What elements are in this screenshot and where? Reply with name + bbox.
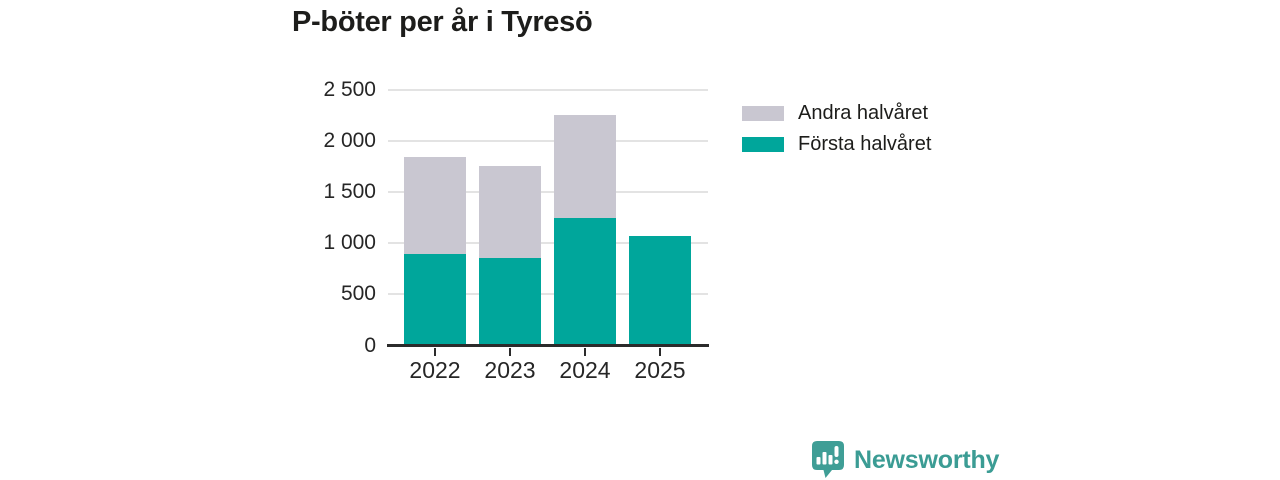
legend-label-andra-halvaret: Andra halvåret <box>798 101 929 124</box>
gridline <box>388 89 708 91</box>
y-axis-label: 1 500 <box>323 180 376 204</box>
bar-segment-2023 <box>479 257 541 346</box>
legend: Andra halvåret Första halvåret <box>742 102 931 155</box>
y-axis-label: 2 000 <box>323 129 376 153</box>
gridline <box>388 191 708 194</box>
bar-segment-2023 <box>479 165 541 258</box>
chart-title: P-böter per år i Tyresö <box>292 6 593 38</box>
x-axis-tick <box>584 347 586 356</box>
x-axis-tick <box>509 347 511 356</box>
gridline <box>388 140 708 143</box>
gridline <box>388 293 708 296</box>
x-axis-tick <box>659 347 661 356</box>
legend-swatch-andra-halvaret <box>742 105 784 121</box>
bar-segment-2022 <box>404 157 466 254</box>
legend-label-forsta-halvaret: Första halvåret <box>798 132 932 155</box>
newsworthy-speech-bubble-chart-icon <box>812 441 844 478</box>
y-axis-label: 2 500 <box>323 78 376 101</box>
bar-segment-2024 <box>554 114 616 218</box>
y-axis-label: 500 <box>340 282 376 306</box>
x-axis-label: 2023 <box>484 356 536 383</box>
bar-segment-2024 <box>554 217 616 346</box>
legend-swatch-forsta-halvaret <box>742 136 784 152</box>
newsworthy-logo: Newsworthy <box>811 441 999 479</box>
y-axis-label: 1 000 <box>323 231 376 255</box>
x-axis-tick <box>434 347 436 356</box>
legend-item-forsta-halvaret: Första halvåret <box>742 133 931 155</box>
bar-segment-2025 <box>629 236 691 346</box>
x-axis-label: 2024 <box>559 356 611 383</box>
newsworthy-logo-text: Newsworthy <box>854 445 1000 474</box>
x-axis-label: 2022 <box>409 356 461 383</box>
gridline <box>388 242 708 245</box>
y-axis-label: 0 <box>364 333 376 357</box>
x-axis-label: 2025 <box>634 356 686 383</box>
x-axis-line <box>387 344 709 347</box>
bar-segment-2022 <box>404 253 466 346</box>
legend-item-andra-halvaret: Andra halvåret <box>742 102 931 124</box>
